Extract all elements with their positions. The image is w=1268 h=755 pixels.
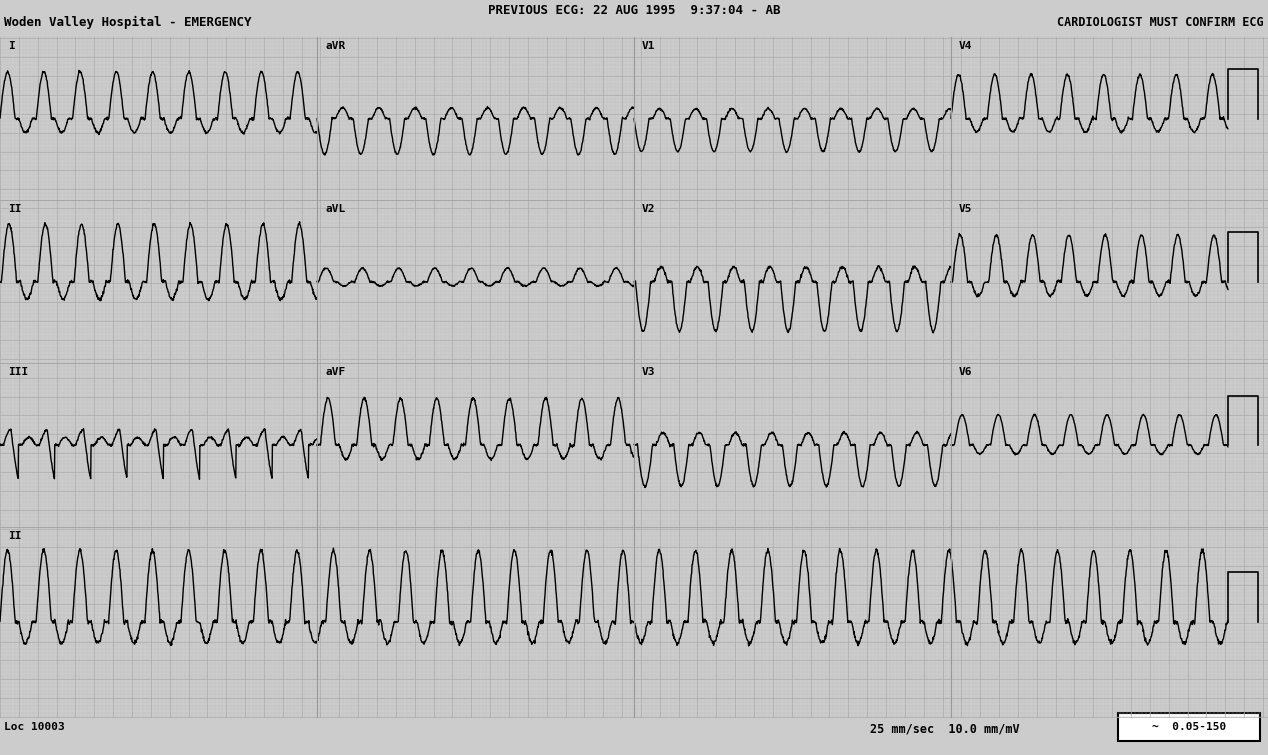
Text: aVL: aVL <box>325 204 345 214</box>
Text: II: II <box>8 204 22 214</box>
Text: Woden Valley Hospital - EMERGENCY: Woden Valley Hospital - EMERGENCY <box>4 16 251 29</box>
Text: II: II <box>8 531 22 541</box>
Text: V5: V5 <box>959 204 973 214</box>
Text: V3: V3 <box>642 368 656 378</box>
Text: V1: V1 <box>642 41 656 51</box>
Text: aVF: aVF <box>325 368 345 378</box>
Text: PREVIOUS ECG: 22 AUG 1995  9:37:04 - AB: PREVIOUS ECG: 22 AUG 1995 9:37:04 - AB <box>488 4 780 17</box>
Bar <box>1118 713 1260 741</box>
Text: 25 mm/sec  10.0 mm/mV: 25 mm/sec 10.0 mm/mV <box>870 722 1019 735</box>
Text: I: I <box>8 41 15 51</box>
Text: ~  0.05-150: ~ 0.05-150 <box>1151 722 1226 732</box>
Text: V6: V6 <box>959 368 973 378</box>
Text: Loc 10003: Loc 10003 <box>4 722 65 732</box>
Text: III: III <box>8 368 28 378</box>
Text: V2: V2 <box>642 204 656 214</box>
Text: aVR: aVR <box>325 41 345 51</box>
Text: V4: V4 <box>959 41 973 51</box>
Text: CARDIOLOGIST MUST CONFIRM ECG: CARDIOLOGIST MUST CONFIRM ECG <box>1058 16 1264 29</box>
